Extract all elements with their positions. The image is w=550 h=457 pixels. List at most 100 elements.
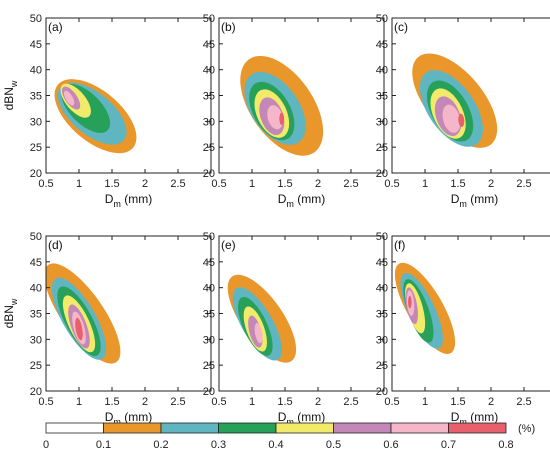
- panel-f: 0.5 1 1.5 2 2.5 20 25 30 35 40 45 50 (f) Dm (mm): [376, 231, 550, 427]
- y-tick-label: 35: [203, 309, 215, 321]
- y-tick-label: 40: [203, 283, 215, 295]
- contour-level-7: [408, 295, 412, 309]
- colorbar-swatch: [103, 422, 162, 434]
- y-tick-label: 50: [30, 231, 42, 243]
- x-tick-label: 2.5: [343, 178, 358, 190]
- contour-level-7: [458, 113, 465, 127]
- x-axis-label: Dm (mm): [278, 410, 326, 427]
- x-axis-label: Dm (mm): [451, 192, 499, 209]
- y-tick-label: 45: [203, 39, 215, 51]
- contour-fills: [240, 55, 324, 156]
- contour-level-7: [75, 317, 83, 341]
- x-tick-label: 1.5: [104, 178, 119, 190]
- colorbar-swatch: [448, 422, 507, 434]
- contour-fills: [46, 263, 121, 364]
- y-tick-label: 25: [30, 360, 42, 372]
- x-tick-label: 1: [249, 396, 255, 408]
- colorbar-swatch: [390, 422, 449, 434]
- y-tick-label: 30: [376, 334, 388, 346]
- x-axis-label: Dm (mm): [105, 192, 153, 209]
- contour-level-6: [442, 104, 461, 133]
- x-tick-label: 2: [315, 396, 321, 408]
- x-tick-label: 2: [315, 178, 321, 190]
- x-tick-label: 1: [76, 178, 82, 190]
- y-tick-label: 20: [203, 386, 215, 398]
- x-tick-label: 0.5: [211, 396, 226, 408]
- y-axis-label: dBNw: [2, 80, 19, 110]
- x-tick-label: 1: [422, 178, 428, 190]
- x-tick-label: 0.5: [384, 396, 399, 408]
- colorbar-tick-label: 0.5: [326, 439, 341, 451]
- y-tick-label: 40: [203, 65, 215, 77]
- colorbar-swatch: [333, 422, 392, 434]
- y-tick-label: 30: [30, 116, 42, 128]
- y-tick-label: 45: [203, 257, 215, 269]
- y-tick-label: 35: [30, 91, 42, 103]
- contour-level-7: [279, 112, 285, 125]
- colorbar-tick-label: 0.8: [498, 439, 513, 451]
- y-tick-label: 25: [30, 142, 42, 154]
- panel-label: (e): [221, 238, 236, 252]
- x-tick-label: 2.5: [170, 178, 185, 190]
- colorbar-tick-label: 0.7: [441, 439, 456, 451]
- contour-fills: [412, 53, 498, 148]
- panel-label: (c): [394, 20, 408, 34]
- y-tick-label: 20: [203, 168, 215, 180]
- colorbar-swatch: [45, 422, 104, 434]
- x-tick-label: 2: [488, 396, 494, 408]
- y-axis-label: dBNw: [2, 298, 19, 328]
- contour-level-6: [267, 105, 283, 130]
- colorbar-tick-label: 0.2: [153, 439, 168, 451]
- panel-b: 0.5 1 1.5 2 2.5 20 25 30 35 40 45 50 (b) Dm (mm): [203, 13, 385, 209]
- x-tick-label: 1.5: [450, 178, 465, 190]
- y-tick-label: 20: [376, 168, 388, 180]
- y-tick-label: 45: [376, 39, 388, 51]
- y-tick-label: 35: [30, 309, 42, 321]
- contour-fills: [227, 274, 297, 363]
- panel-e: 0.5 1 1.5 2 2.5 20 25 30 35 40 45 50 (e) Dm (mm): [203, 231, 385, 427]
- y-tick-label: 30: [203, 116, 215, 128]
- panel-label: (a): [48, 20, 63, 34]
- y-tick-label: 45: [376, 257, 388, 269]
- x-tick-label: 2: [142, 396, 148, 408]
- y-tick-label: 30: [30, 334, 42, 346]
- y-tick-label: 20: [376, 386, 388, 398]
- y-tick-label: 40: [30, 65, 42, 77]
- x-tick-label: 2.5: [516, 396, 531, 408]
- y-tick-label: 50: [376, 13, 388, 25]
- colorbar-tick-label: 0.3: [211, 439, 226, 451]
- x-tick-label: 2: [142, 178, 148, 190]
- panel-c: 0.5 1 1.5 2 2.5 20 25 30 35 40 45 50 (c) Dm (mm): [376, 13, 550, 209]
- y-tick-label: 50: [203, 13, 215, 25]
- colorbar-tick-label: 0.6: [383, 439, 398, 451]
- x-tick-label: 2.5: [170, 396, 185, 408]
- contour-level-6: [63, 90, 75, 106]
- y-tick-label: 30: [376, 116, 388, 128]
- y-tick-label: 50: [30, 13, 42, 25]
- colorbar-tick-label: 0.1: [96, 439, 111, 451]
- x-tick-label: 2.5: [516, 178, 531, 190]
- x-tick-label: 0.5: [384, 178, 399, 190]
- x-tick-label: 2.5: [343, 396, 358, 408]
- y-tick-label: 50: [376, 231, 388, 243]
- y-tick-label: 20: [30, 168, 42, 180]
- x-tick-label: 1: [76, 396, 82, 408]
- y-tick-label: 40: [376, 65, 388, 77]
- colorbar-tick-label: 0.4: [268, 439, 283, 451]
- panel-a: 0.5 1 1.5 2 2.5 20 25 30 35 40 45 50 (a) Dm (mm) dBNw: [2, 13, 212, 209]
- contour-fills: [394, 262, 456, 354]
- y-tick-label: 40: [30, 283, 42, 295]
- x-tick-label: 0.5: [211, 178, 226, 190]
- x-tick-label: 2: [488, 178, 494, 190]
- y-tick-label: 50: [203, 231, 215, 243]
- x-tick-label: 1.5: [104, 396, 119, 408]
- x-tick-label: 1: [249, 178, 255, 190]
- x-axis-label: Dm (mm): [105, 410, 153, 427]
- x-tick-label: 1.5: [450, 396, 465, 408]
- contour-fills: [54, 79, 137, 154]
- x-tick-label: 0.5: [38, 178, 53, 190]
- y-tick-label: 40: [376, 283, 388, 295]
- y-tick-label: 25: [203, 360, 215, 372]
- colorbar-swatch: [160, 422, 219, 434]
